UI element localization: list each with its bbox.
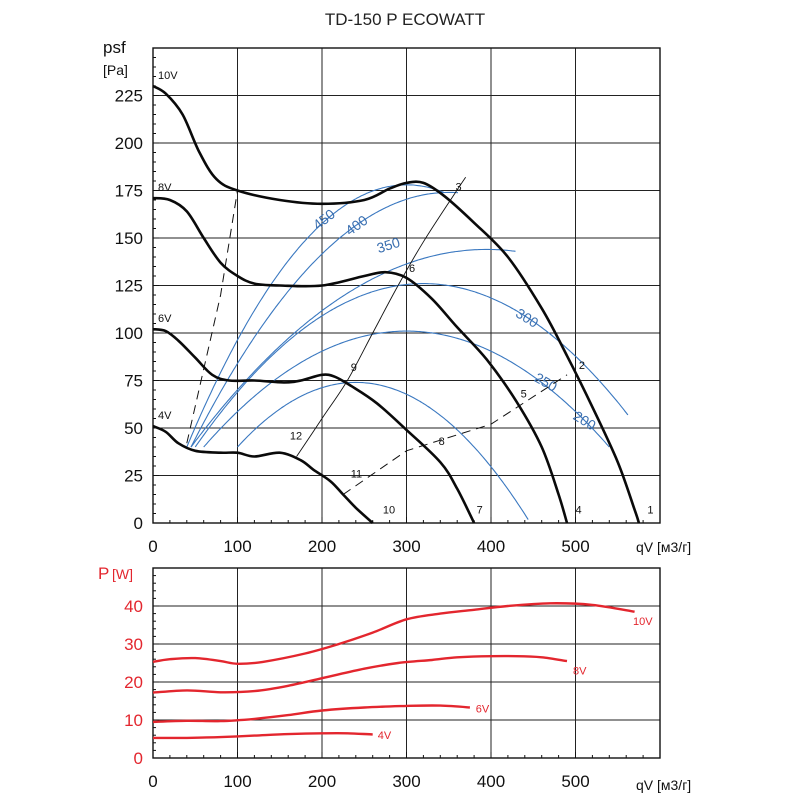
lower-x-tick-label: 200 (308, 772, 336, 791)
upper-x-axis-label: qV (636, 539, 654, 555)
upper-x-tick-label: 300 (392, 537, 420, 556)
upper-x-axis-unit: [м3/г] (657, 539, 691, 555)
rpm-curve-label: 300 (513, 305, 541, 331)
lower-y-tick-label: 30 (124, 635, 143, 654)
lower-x-axis-unit: [м3/г] (657, 777, 691, 793)
upper-x-tick-label: 200 (308, 537, 336, 556)
fan-curve-label: 10V (158, 70, 178, 82)
lower-y-tick-label: 40 (124, 597, 143, 616)
rpm-curve (194, 283, 629, 448)
operating-point-label: 8 (439, 436, 445, 448)
upper-x-tick-label: 400 (477, 537, 505, 556)
fan-curve-label: 4V (158, 410, 172, 422)
upper-y-tick-label: 125 (115, 277, 143, 296)
operating-point-label: 10 (383, 505, 395, 517)
fan-curve-4v (152, 424, 374, 524)
fan-curve-10v (152, 84, 641, 524)
upper-y-axis-unit: [Pa] (103, 62, 128, 78)
upper-y-tick-label: 175 (115, 182, 143, 201)
power-curve-label: 8V (573, 665, 587, 677)
lower-y-axis-unit: [W] (112, 566, 133, 582)
system-curve (296, 176, 467, 457)
upper-y-tick-label: 25 (124, 467, 143, 486)
lower-y-axis-label: P (98, 564, 109, 583)
lower-x-tick-label: 400 (477, 772, 505, 791)
lower-y-tick-label: 10 (124, 711, 143, 730)
operating-point-label: 3 (456, 182, 462, 194)
fan-curve-label: 6V (158, 313, 172, 325)
pressure-plot: 0 100 200 300 400 500025507510012515017520022… (115, 47, 661, 556)
operating-point-label: 7 (477, 505, 483, 517)
fan-curve-6v (152, 327, 476, 524)
operating-point-label: 12 (290, 430, 302, 442)
power-curve-4v (152, 731, 373, 740)
upper-y-tick-label: 100 (115, 324, 143, 343)
upper-y-tick-label: 50 (124, 419, 143, 438)
power-curve-10v (152, 602, 635, 666)
lower-x-tick-label: 0 (148, 772, 157, 791)
rpm-curve (237, 381, 529, 520)
operating-point-label: 9 (351, 362, 357, 374)
power-curve-label: 6V (476, 703, 490, 715)
lower-x-tick-label: 300 (392, 772, 420, 791)
upper-y-tick-label: 225 (115, 87, 143, 106)
lower-plot-frame (152, 567, 661, 759)
chart-title: TD-150 P ECOWATT (325, 10, 485, 29)
rpm-curve (190, 191, 459, 448)
upper-y-tick-label: 150 (115, 229, 143, 248)
lower-y-tick-label: 20 (124, 673, 143, 692)
upper-y-tick-label: 75 (124, 372, 143, 391)
rpm-curve-label: 450 (310, 206, 338, 233)
operating-point-label: 5 (521, 389, 527, 401)
power-curve-label: 10V (633, 616, 653, 628)
lower-y-tick-label: 0 (134, 749, 143, 768)
operating-point-label: 4 (576, 505, 582, 517)
dashed-limit-curve (186, 190, 238, 444)
upper-x-tick-label: 0 (148, 537, 157, 556)
fan-curve-label: 8V (158, 182, 172, 194)
dashed-system-curve (342, 374, 568, 495)
operating-point-label: 6 (409, 263, 415, 275)
upper-y-axis-label: psf (103, 38, 126, 57)
power-curve-8v (152, 654, 568, 694)
upper-x-tick-label: 100 (223, 537, 251, 556)
lower-x-axis-label: qV (636, 777, 654, 793)
upper-y-tick-label: 200 (115, 134, 143, 153)
upper-x-tick-label: 500 (561, 537, 589, 556)
operating-point-label: 11 (351, 468, 362, 480)
lower-x-tick-label: 100 (223, 772, 251, 791)
operating-point-label: 2 (579, 360, 585, 372)
rpm-curve-label: 400 (342, 212, 370, 239)
upper-plot-frame (152, 47, 661, 524)
upper-y-tick-label: 0 (134, 514, 143, 533)
power-curve-6v (152, 704, 470, 724)
power-curve-label: 4V (378, 730, 392, 742)
lower-x-tick-label: 500 (561, 772, 589, 791)
fan-curve-8v (152, 196, 569, 524)
power-plot: 0 100 200 300 400 500 0 10 20 30 40 10V 8V 6V 4V (124, 567, 661, 791)
operating-point-label: 1 (647, 505, 653, 517)
rpm-curve-label: 350 (375, 234, 402, 256)
